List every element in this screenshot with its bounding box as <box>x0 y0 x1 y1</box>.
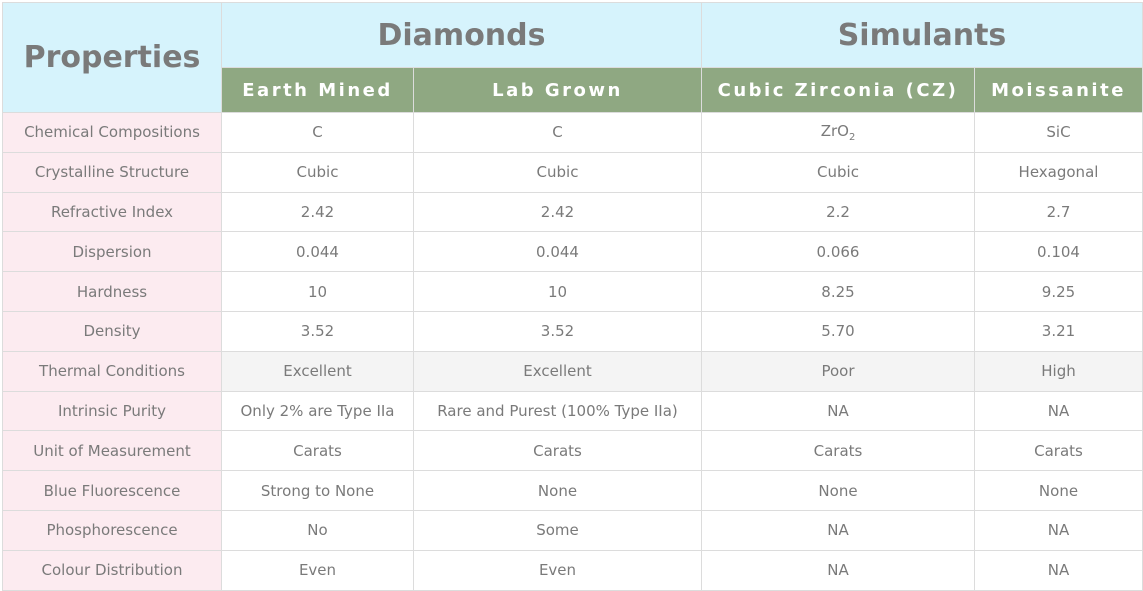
property-value: Excellent <box>221 350 414 392</box>
property-value: 8.25 <box>701 271 975 312</box>
property-value: 10 <box>413 271 702 312</box>
property-value: Excellent <box>413 350 702 392</box>
table-row: Density 3.52 3.52 5.70 3.21 <box>2 310 1143 352</box>
property-value: 2.42 <box>413 191 702 233</box>
column-header-earth-mined: Earth Mined <box>221 67 414 113</box>
property-value: NA <box>974 390 1143 432</box>
property-value: Some <box>413 509 702 551</box>
property-value: NA <box>974 509 1143 551</box>
property-value: NA <box>701 549 975 591</box>
property-label: Density <box>2 310 222 352</box>
property-value: High <box>974 350 1143 392</box>
property-value: Hexagonal <box>974 151 1143 193</box>
column-header-lab-grown: Lab Grown <box>413 67 702 113</box>
table-row: Crystalline Structure Cubic Cubic Cubic Hexa… <box>2 151 1143 193</box>
property-value: Carats <box>974 430 1143 472</box>
property-value: Rare and Purest (100% Type IIa) <box>413 390 702 432</box>
property-value: Even <box>413 549 702 591</box>
property-label: Blue Fluorescence <box>2 470 222 511</box>
simulants-group-header: Simulants <box>701 2 1143 68</box>
table-row: Intrinsic Purity Only 2% are Type IIa Rare… <box>2 390 1143 432</box>
property-value: ZrO2 <box>701 112 975 153</box>
property-value: No <box>221 509 414 551</box>
property-value: Strong to None <box>221 470 414 511</box>
diamonds-group-header: Diamonds <box>221 2 702 68</box>
property-label: Refractive Index <box>2 191 222 233</box>
property-value: C <box>221 112 414 153</box>
property-value: 2.2 <box>701 191 975 233</box>
property-value: Even <box>221 549 414 591</box>
property-value: None <box>701 470 975 511</box>
property-value: 0.104 <box>974 231 1143 273</box>
property-value: NA <box>974 549 1143 591</box>
property-value: 10 <box>221 271 414 312</box>
property-value: NA <box>701 509 975 551</box>
property-value: NA <box>701 390 975 432</box>
table-row: Chemical Compositions C C ZrO2 SiC <box>2 112 1143 153</box>
property-label: Intrinsic Purity <box>2 390 222 432</box>
formula-subscript: 2 <box>848 131 856 143</box>
property-value: 0.066 <box>701 231 975 273</box>
property-value: Cubic <box>413 151 702 193</box>
table-row: Refractive Index 2.42 2.42 2.2 2.7 <box>2 191 1143 233</box>
table-row: Unit of Measurement Carats Carats Carats Car… <box>2 430 1143 472</box>
property-value: C <box>413 112 702 153</box>
property-value: 2.42 <box>221 191 414 233</box>
property-value: None <box>974 470 1143 511</box>
column-header-cubic-zirconia: Cubic Zirconia (CZ) <box>701 67 975 113</box>
property-label: Phosphorescence <box>2 509 222 551</box>
property-label: Dispersion <box>2 231 222 273</box>
properties-header: Properties <box>2 2 222 113</box>
property-label: Colour Distribution <box>2 549 222 591</box>
property-value: SiC <box>974 112 1143 153</box>
property-value: Cubic <box>221 151 414 193</box>
table-row: Dispersion 0.044 0.044 0.066 0.104 <box>2 231 1143 273</box>
table-row: Blue Fluorescence Strong to None None None N… <box>2 470 1143 511</box>
property-value: Carats <box>701 430 975 472</box>
property-value: 3.21 <box>974 310 1143 352</box>
property-value: 9.25 <box>974 271 1143 312</box>
property-value: 5.70 <box>701 310 975 352</box>
property-value: 0.044 <box>413 231 702 273</box>
property-value: 3.52 <box>221 310 414 352</box>
property-value: 3.52 <box>413 310 702 352</box>
property-value: 0.044 <box>221 231 414 273</box>
property-label: Hardness <box>2 271 222 312</box>
table-row: Phosphorescence No Some NA NA <box>2 509 1143 551</box>
property-value: Cubic <box>701 151 975 193</box>
table-row: Colour Distribution Even Even NA NA <box>2 549 1143 591</box>
property-label: Chemical Compositions <box>2 112 222 153</box>
property-value: Poor <box>701 350 975 392</box>
property-value: None <box>413 470 702 511</box>
property-value: Only 2% are Type IIa <box>221 390 414 432</box>
table-row: Hardness 10 10 8.25 9.25 <box>2 271 1143 312</box>
property-label: Crystalline Structure <box>2 151 222 193</box>
table-row: Thermal Conditions Excellent Excellent Poor… <box>2 350 1143 392</box>
property-value: Carats <box>221 430 414 472</box>
property-value: Carats <box>413 430 702 472</box>
property-label: Thermal Conditions <box>2 350 222 392</box>
formula-text: ZrO <box>820 121 849 140</box>
property-value: 2.7 <box>974 191 1143 233</box>
column-header-moissanite: Moissanite <box>974 67 1143 113</box>
property-label: Unit of Measurement <box>2 430 222 472</box>
